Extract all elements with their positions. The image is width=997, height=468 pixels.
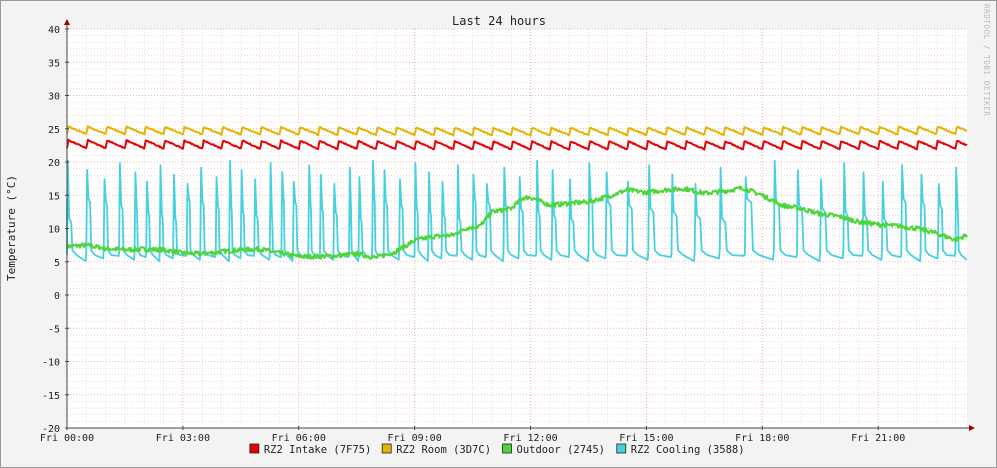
y-tick-label: 40 <box>48 25 60 36</box>
legend: RZ2 Intake (7F75) RZ2 Room (3D7C) Outdoor … <box>249 443 745 456</box>
x-axis-arrow <box>969 425 975 431</box>
y-axis-label: Temperature (°C) <box>5 175 18 281</box>
y-tick-label: 10 <box>48 225 60 236</box>
y-tick-label: 25 <box>48 125 60 136</box>
series-line <box>66 125 968 137</box>
grid <box>66 28 967 429</box>
legend-swatch <box>616 443 627 454</box>
x-tick-label: Fri 18:00 <box>735 433 789 444</box>
y-tick-label: 0 <box>54 291 60 302</box>
legend-label: RZ2 Intake (7F75) <box>264 444 371 456</box>
axes <box>64 19 975 431</box>
x-tick-label: Fri 15:00 <box>619 433 673 444</box>
y-tick-label: 15 <box>48 191 60 202</box>
x-tick-label: Fri 03:00 <box>156 433 210 444</box>
y-tick-label: -10 <box>42 358 60 369</box>
x-tick-label: Fri 06:00 <box>272 433 326 444</box>
y-tick-label: -15 <box>42 391 60 402</box>
x-tick-label: Fri 09:00 <box>388 433 442 444</box>
x-tick-label: Fri 21:00 <box>851 433 905 444</box>
y-tick-label: 5 <box>54 258 60 269</box>
y-tick-label: -5 <box>48 324 60 335</box>
y-tick-label: -20 <box>42 424 60 435</box>
series-line <box>66 159 968 262</box>
y-axis-arrow <box>64 19 70 25</box>
legend-swatch <box>249 443 260 454</box>
series-line <box>66 185 968 260</box>
chart-title: Last 24 hours <box>452 14 546 28</box>
series-layer <box>66 125 968 262</box>
x-tick-label: Fri 00:00 <box>40 433 94 444</box>
legend-label: RZ2 Cooling (3588) <box>631 444 745 456</box>
y-tick-label: 30 <box>48 92 60 103</box>
series-line <box>66 138 968 151</box>
legend-label: RZ2 Room (3D7C) <box>396 444 491 456</box>
legend-label: Outdoor (2745) <box>517 444 606 456</box>
legend-swatch <box>381 443 392 454</box>
legend-swatch <box>502 443 512 454</box>
rrdtool-watermark: RRDTOOL / TOBI OETIKER <box>982 4 991 117</box>
y-tick-label: 35 <box>48 58 60 69</box>
y-tick-label: 20 <box>48 158 60 169</box>
x-tick-label: Fri 12:00 <box>503 433 557 444</box>
